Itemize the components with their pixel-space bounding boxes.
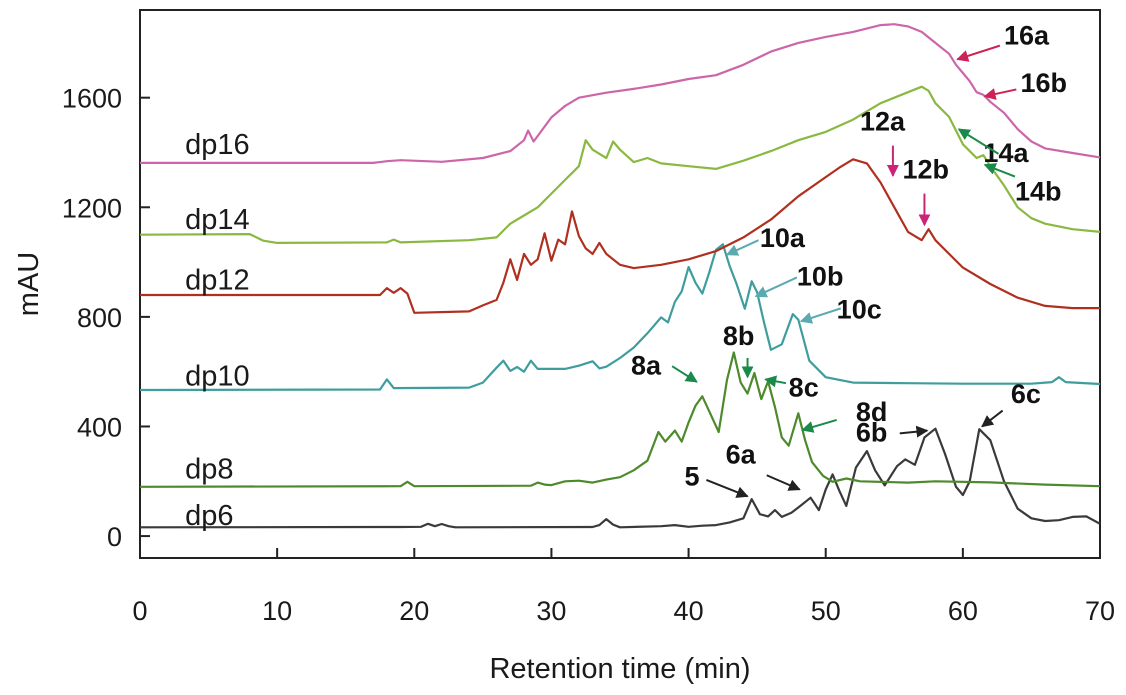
peak-label-10a: 10a xyxy=(760,223,806,253)
y-axis-title: mAU xyxy=(13,252,45,316)
peak-arrow-14b xyxy=(983,163,1016,178)
series-line-dp6 xyxy=(139,427,1101,529)
series-line-dp10 xyxy=(139,243,1101,392)
peak-label-10b: 10b xyxy=(797,261,844,291)
peak-arrow-6a xyxy=(766,474,801,491)
peak-label-14a: 14a xyxy=(983,138,1029,168)
peak-arrow-8d xyxy=(801,418,837,433)
trace-group xyxy=(139,23,1101,529)
peak-arrow-5 xyxy=(706,478,749,498)
x-tick-label: 50 xyxy=(811,596,841,626)
x-tick-label: 10 xyxy=(262,596,292,626)
x-axis-title: Retention time (min) xyxy=(489,653,750,685)
series-line-dp16 xyxy=(140,23,1101,164)
x-tick-label: 40 xyxy=(674,596,704,626)
y-tick-label: 400 xyxy=(77,412,122,442)
peak-label-8b: 8b xyxy=(723,321,755,351)
x-tick-label: 60 xyxy=(948,596,978,626)
series-line-dp8 xyxy=(139,351,1101,488)
peak-arrow-6b xyxy=(899,425,929,438)
peak-arrow-10b xyxy=(754,276,798,298)
trace-label-dp14: dp14 xyxy=(185,204,250,236)
peak-label-8c: 8c xyxy=(789,372,819,402)
x-tick-label: 20 xyxy=(399,596,429,626)
trace-label-dp6: dp6 xyxy=(185,500,233,532)
plot-border xyxy=(139,9,1101,559)
peak-label-6b: 6b xyxy=(856,418,888,448)
x-tick-label: 30 xyxy=(536,596,566,626)
peak-label-10c: 10c xyxy=(837,294,882,324)
peak-label-16b: 16b xyxy=(1020,68,1067,98)
y-tick-label: 1200 xyxy=(62,193,122,223)
peak-label-5: 5 xyxy=(684,461,699,491)
y-tick-label: 800 xyxy=(77,303,122,333)
trace-label-dp10: dp10 xyxy=(185,360,250,392)
y-tick-label: 0 xyxy=(107,522,122,552)
y-tick-label: 1600 xyxy=(62,84,122,114)
peak-label-8d: 8d xyxy=(856,397,888,427)
peak-label-14b: 14b xyxy=(1015,176,1062,206)
series-line-dp14 xyxy=(139,85,1101,244)
trace-labels: dp16 dp14 dp12 dp10 dp8 dp6 xyxy=(185,129,250,532)
x-tick-label: 70 xyxy=(1085,596,1115,626)
peak-label-16a: 16a xyxy=(1004,20,1050,50)
peak-arrow-16b xyxy=(983,88,1017,100)
peak-label-6a: 6a xyxy=(726,439,757,469)
peak-arrow-16a xyxy=(956,44,1001,62)
peak-arrow-6c xyxy=(981,409,1004,428)
x-tick-label: 0 xyxy=(132,596,147,626)
trace-label-dp12: dp12 xyxy=(185,264,250,296)
peak-arrow-14a xyxy=(957,128,1000,155)
peak-arrow-8c xyxy=(764,375,787,388)
plot-frame xyxy=(139,9,1101,559)
peak-label-6c: 6c xyxy=(1011,379,1041,409)
axis-ticks: 0 10 20 30 40 50 60 70 0 400 800 1200 1600 xyxy=(62,84,1115,626)
peak-arrow-10c xyxy=(799,307,842,324)
trace-label-dp16: dp16 xyxy=(185,129,250,161)
peak-arrow-10a xyxy=(725,239,759,256)
peak-arrow-8a xyxy=(671,365,698,383)
trace-label-dp8: dp8 xyxy=(185,454,233,486)
series-line-dp12 xyxy=(140,158,1100,314)
peak-label-12b: 12b xyxy=(903,155,950,185)
peak-label-8a: 8a xyxy=(631,350,662,380)
peak-label-12a: 12a xyxy=(860,107,906,137)
